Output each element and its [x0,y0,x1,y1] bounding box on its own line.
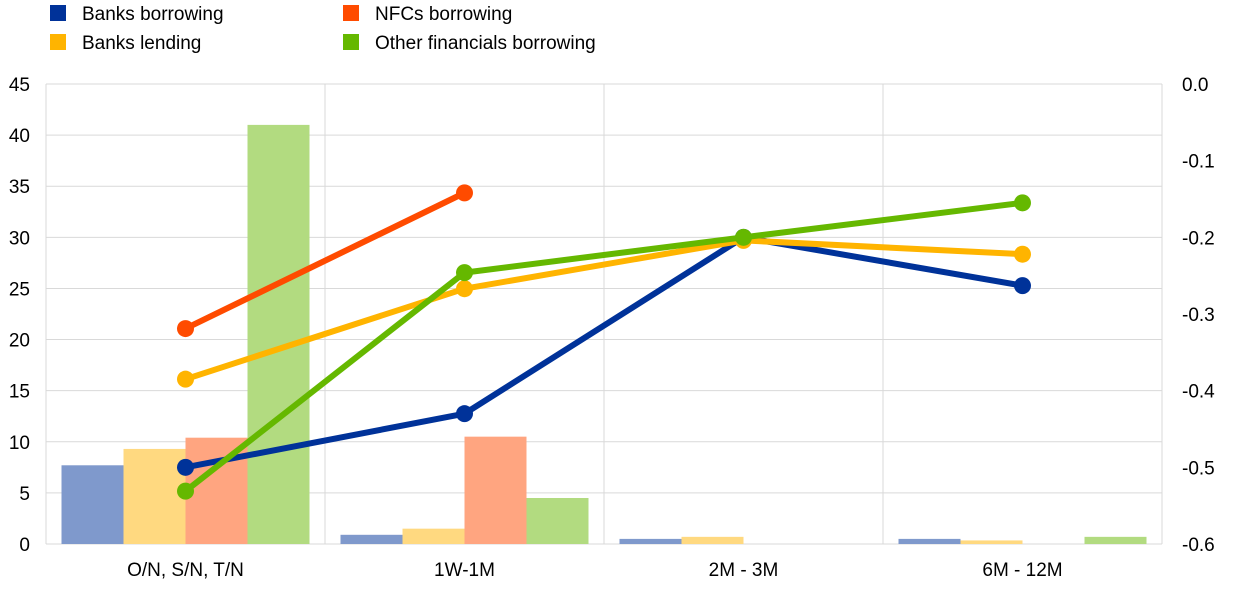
series-line [182,199,1026,495]
right-tick-label: -0.1 [1182,152,1215,173]
legend-swatch [50,34,66,50]
series-point [456,280,473,298]
bar [61,465,124,544]
left-tick-label: 10 [9,433,30,454]
series-point [177,370,194,388]
right-tick-label: -0.3 [1182,305,1215,326]
bar [464,436,527,544]
left-tick-label: 0 [19,535,30,556]
series-point [456,405,473,423]
bar [340,534,403,544]
left-tick-label: 30 [9,228,30,249]
lines [177,184,1031,500]
category-label: 1W-1M [434,560,495,581]
category-label: 2M - 3M [709,560,779,581]
series-point [1014,277,1031,295]
category-label: O/N, S/N, T/N [127,560,244,581]
right-tick-label: -0.6 [1182,535,1215,556]
x-axis: O/N, S/N, T/N 1W-1M 2M - 3M 6M - 12M [127,560,1063,581]
left-tick-label: 5 [19,484,30,505]
series-point [456,264,473,282]
legend-swatch [343,5,359,21]
bar [1084,536,1147,544]
legend-swatch [50,5,66,21]
right-axis: -0.6 -0.5 -0.4 -0.3 -0.2 -0.1 0.0 [1182,75,1215,556]
legend-label: Banks borrowing [82,4,224,25]
legend: Banks borrowing NFCs borrowing Banks lendi… [50,4,596,54]
bar [402,528,465,544]
legend-swatch [343,34,359,50]
left-tick-label: 35 [9,177,30,198]
series-point [1014,194,1031,212]
category-label: 6M - 12M [982,560,1062,581]
bar [681,536,744,544]
right-tick-label: -0.4 [1182,382,1215,403]
series-point [735,228,752,246]
left-tick-label: 40 [9,126,30,147]
bar [247,124,310,544]
series-point [1014,245,1031,263]
left-tick-label: 45 [9,75,30,96]
right-tick-label: 0.0 [1182,75,1208,96]
series-line [182,234,1026,471]
series-line [182,237,1026,383]
right-tick-label: -0.2 [1182,228,1215,249]
left-tick-label: 15 [9,382,30,403]
bars [61,124,1147,544]
left-tick-label: 20 [9,331,30,352]
series-line [182,189,468,332]
legend-label: Banks lending [82,33,201,54]
bar [123,448,186,544]
series-point [177,458,194,476]
bar [526,498,589,544]
gridlines [45,83,1163,545]
bar [619,538,682,544]
left-tick-label: 25 [9,279,30,300]
series-point [177,320,194,338]
bar [898,538,961,544]
bar [960,540,1023,544]
series-point [177,482,194,500]
right-tick-label: -0.5 [1182,458,1215,479]
series-point [456,184,473,202]
legend-label: Other financials borrowing [375,33,596,54]
left-axis: 0 5 10 15 20 25 30 35 40 45 [9,75,30,556]
legend-label: NFCs borrowing [375,4,512,25]
